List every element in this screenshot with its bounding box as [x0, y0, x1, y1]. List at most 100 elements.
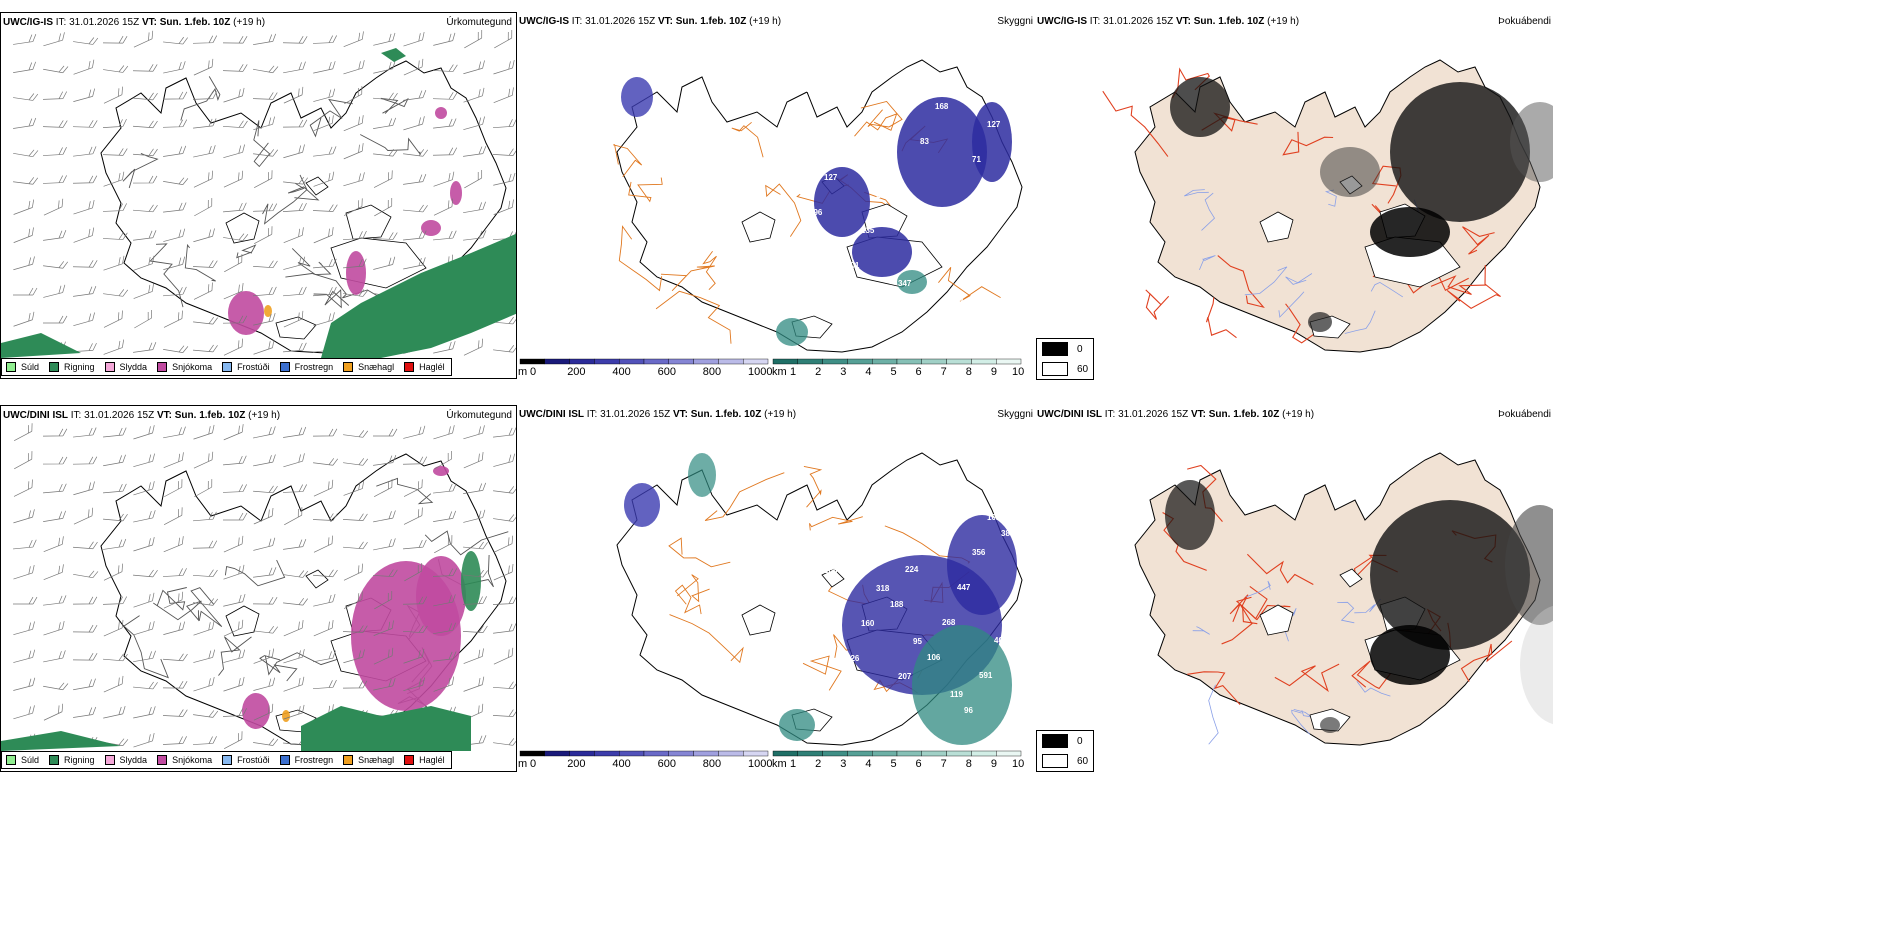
fog-swatch-0	[1042, 734, 1068, 748]
legend-swatch	[49, 362, 60, 372]
cloud-base-label: 103	[950, 297, 964, 306]
vis-tick-label: 2	[815, 758, 821, 770]
height-tick-label: 1000	[748, 758, 772, 770]
legend-item-súld: Súld	[2, 755, 45, 765]
precip-panel-top: UWC/IG-IS IT: 31.01.2026 15Z VT: Sun. 1.…	[0, 12, 517, 379]
legend-item-súld: Súld	[2, 362, 45, 372]
panel-title: Þokuábendi	[1498, 16, 1551, 27]
cloud-base-label: 183	[831, 689, 845, 698]
legend-item-snjókoma: Snjókoma	[153, 362, 218, 372]
legend-swatch	[279, 755, 290, 765]
vis-tick-label: 9	[991, 758, 997, 770]
legend-swatch	[404, 755, 415, 765]
legend-swatch	[104, 755, 115, 765]
vis-tick-label: 7	[941, 758, 947, 770]
height-tick-label: 200	[567, 366, 585, 378]
legend-item-frostúði: Frostúði	[218, 362, 276, 372]
fog-swatch-60	[1042, 362, 1068, 376]
cloud-base-label: 433	[816, 494, 830, 503]
panel-header: UWC/IG-IS IT: 31.01.2026 15Z VT: Sun. 1.…	[3, 17, 266, 28]
vis-tick-label: 6	[916, 366, 922, 378]
cloud-base-label: 71	[972, 155, 981, 164]
vis-tick-label: 1	[790, 366, 796, 378]
cloud-base-label: 135	[861, 226, 875, 235]
panel-header: UWC/IG-IS IT: 31.01.2026 15Z VT: Sun. 1.…	[519, 16, 782, 27]
legend-swatch	[157, 362, 168, 372]
cloud-base-label: 101	[987, 513, 1001, 522]
cloud-base-label: 347	[898, 279, 912, 288]
cloud-base-label: 95	[913, 637, 922, 646]
cloud-base-label: 268	[942, 618, 956, 627]
cloud-base-label: 76	[883, 314, 892, 323]
cloud-base-label: 20	[876, 191, 885, 200]
legend-swatch	[222, 362, 233, 372]
vis-tick-label: 10	[1012, 758, 1024, 770]
cloud-base-label: 127	[824, 173, 838, 182]
height-tick-label: 400	[612, 758, 630, 770]
cloud-base-label: 298	[809, 601, 823, 610]
legend-item-rigning: Rigning	[45, 755, 101, 765]
height-tick-label: 600	[658, 758, 676, 770]
panel-title: Skyggni	[997, 16, 1033, 27]
precip-panel-bottom: UWC/DINI ISL IT: 31.01.2026 15Z VT: Sun.…	[0, 405, 517, 772]
panel-header: UWC/DINI ISL IT: 31.01.2026 15Z VT: Sun.…	[1037, 409, 1315, 420]
legend-swatch	[343, 362, 354, 372]
fog-legend-bottom: 0 60	[1036, 730, 1095, 772]
height-tick-label: 800	[703, 758, 721, 770]
cloud-base-label: 106	[927, 653, 941, 662]
height-unit-label: m	[518, 758, 527, 770]
height-tick-label: 1000	[748, 366, 772, 378]
cloud-base-label: 233	[853, 547, 867, 556]
cloud-base-label: 224	[905, 565, 919, 574]
cloud-base-label: 92	[802, 85, 811, 94]
precip-type-legend: Súld Rigning Slydda Snjókoma Frostúði Frostre…	[1, 751, 452, 769]
vis-tick-label: 5	[890, 366, 896, 378]
cloud-base-label: 356	[972, 548, 986, 557]
legend-item-haglél: Haglél	[400, 362, 451, 372]
legend-item-rigning: Rigning	[45, 362, 101, 372]
vis-tick-label: 10	[1012, 366, 1024, 378]
vis-tick-label: 4	[865, 758, 871, 770]
cloud-base-label: 403	[994, 636, 1008, 645]
cloud-base-label: 105	[824, 566, 838, 575]
cloud-base-label: 38	[1001, 529, 1010, 538]
cloud-base-label: 516	[920, 530, 934, 539]
vis-tick-label: 7	[941, 366, 947, 378]
vis-unit-label: km	[772, 366, 787, 378]
cloud-base-label: 127	[987, 120, 1001, 129]
vis-tick-label: 8	[966, 366, 972, 378]
height-colorbar-top: m 0 200 400 600 800 1000 km 1 2 3 4 5 6 7 8 9 10	[518, 358, 1024, 378]
legend-swatch	[49, 755, 60, 765]
cloud-base-label: 89	[913, 244, 922, 253]
cloud-base-label: 96	[964, 706, 973, 715]
cloud-base-label: 10	[802, 478, 811, 487]
height-tick-label: 0	[530, 758, 536, 770]
legend-item-snæhagl: Snæhagl	[339, 362, 400, 372]
panel-title: Úrkomutegund	[446, 17, 512, 28]
legend-item-frostregn: Frostregn	[276, 755, 340, 765]
legend-item-haglél: Haglél	[400, 755, 451, 765]
fog-swatch-0	[1042, 342, 1068, 356]
legend-swatch	[279, 362, 290, 372]
vis-tick-label: 5	[890, 758, 896, 770]
cloud-base-label: 83	[920, 137, 929, 146]
cloud-map: 92 69 20 89 103 127 127 135 347 168 71 196 301 76 83	[613, 59, 1023, 353]
fog-panel-bottom: UWC/DINI ISL IT: 31.01.2026 15Z VT: Sun.…	[1035, 405, 1553, 772]
cloud-map: 10 13 318 95 119 101 105 160 207 460 356 298 526 787 5…	[616, 452, 1023, 746]
legend-swatch	[6, 362, 16, 372]
height-tick-label: 0	[530, 366, 536, 378]
height-tick-label: 400	[612, 366, 630, 378]
legend-item-snjókoma: Snjókoma	[153, 755, 218, 765]
panel-title: Skyggni	[997, 409, 1033, 420]
vis-tick-label: 2	[815, 366, 821, 378]
height-tick-label: 600	[658, 366, 676, 378]
cloud-base-label: 196	[809, 208, 823, 217]
precip-map	[1, 423, 516, 751]
vis-unit-label: km	[772, 758, 787, 770]
cloud-base-label: 447	[957, 583, 971, 592]
legend-swatch	[104, 362, 115, 372]
cloud-panel-top: UWC/IG-IS IT: 31.01.2026 15Z VT: Sun. 1.…	[517, 12, 1035, 379]
cloud-base-label: 160	[861, 619, 875, 628]
panel-header: UWC/DINI ISL IT: 31.01.2026 15Z VT: Sun.…	[519, 409, 797, 420]
precip-map	[1, 30, 516, 358]
